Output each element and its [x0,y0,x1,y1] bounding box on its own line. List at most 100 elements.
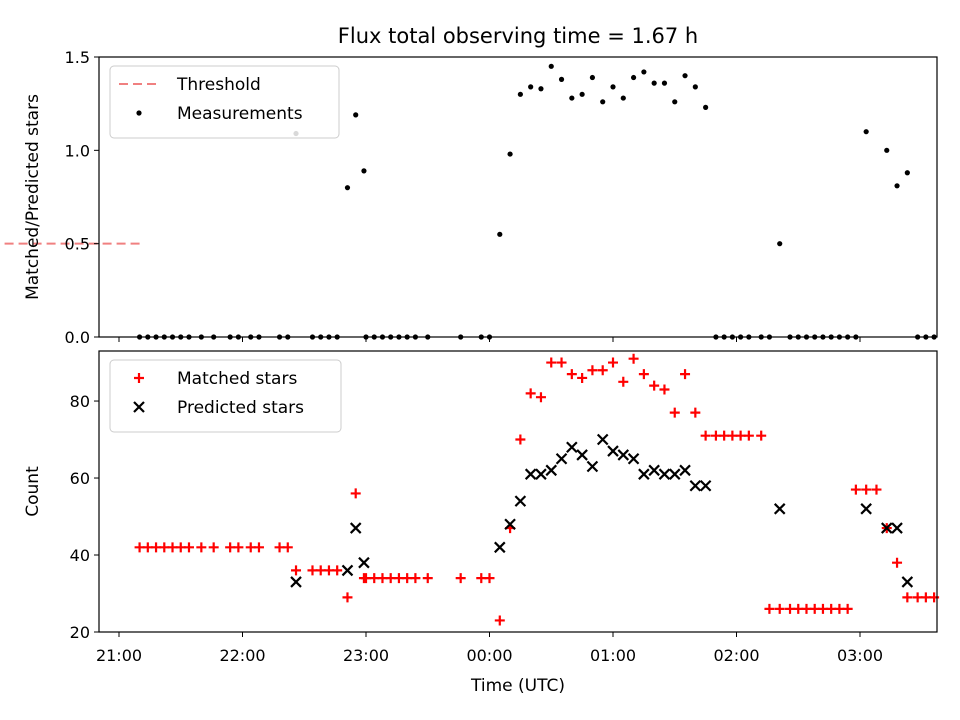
matched-stars-point [183,542,194,553]
matched-stars-point [628,353,639,364]
predicted-stars-point [891,522,903,534]
matched-stars-point [208,542,219,553]
measurement-point [538,86,544,92]
matched-stars-point [638,369,649,380]
measurement-point [579,91,585,97]
chart-title: Flux total observing time = 1.67 h [338,24,698,48]
y-tick-label: 80 [70,392,90,411]
matched-stars-point [618,376,629,387]
legend-box [109,65,340,139]
y-tick-label: 1.5 [65,48,90,67]
predicted-stars-point [349,522,362,534]
matched-stars-point [455,573,466,584]
x-tick-label: 23:00 [343,646,389,665]
matched-stars-point [332,565,343,576]
legend-entry-label: Matched stars [177,369,297,389]
matched-stars-point [861,484,872,495]
measurement-point [548,63,554,69]
predicted-stars-point [555,453,568,465]
matched-stars-point [253,542,264,553]
matched-stars-point [233,542,244,553]
y-tick-label: 40 [70,546,90,565]
axes-frame [98,56,938,338]
predicted-stars-point [535,468,547,480]
matched-stars-point [871,484,882,495]
measurement-point [630,74,637,81]
predicted-stars-point [358,556,370,569]
matched-stars-point [756,430,767,441]
x-tick-label: 02:00 [713,646,759,665]
measurement-point [904,170,910,176]
measurement-point [661,80,668,86]
matched-stars-point [422,573,433,584]
measurement-point [703,104,709,110]
matched-stars-point [525,388,536,399]
predicted-stars-point [679,464,691,477]
matched-stars-point [608,357,618,368]
measurement-point [641,69,647,75]
matched-stars-point [566,369,577,380]
measurement-point [528,84,534,90]
predicted-stars-point [586,460,599,473]
matched-stars-point [484,573,495,584]
predicted-stars-point [494,541,506,554]
measurement-point [517,91,523,97]
matched-stars-point [690,407,701,418]
matched-stars-point [535,392,546,403]
measurement-point [497,231,503,237]
measurement-point [507,151,513,157]
legend-entry-label: Predicted stars [177,398,304,418]
matched-stars-point [680,369,691,380]
matched-stars-point [892,557,903,568]
predicted-stars-point [290,576,302,588]
measurement-point [651,80,657,86]
y-axis-label: Count [23,466,43,517]
matched-stars-point [342,592,353,603]
predicted-stars-point [576,449,588,461]
x-tick-label: 22:00 [219,646,265,665]
matched-stars-point [597,365,608,376]
measurement-point [589,74,596,81]
x-tick-label: 03:00 [837,646,883,665]
predicted-stars-point [860,503,872,515]
x-tick-label: 01:00 [590,646,636,665]
matched-stars-point [291,565,302,576]
matched-stars-point [743,430,754,441]
matched-stars-point [196,542,207,553]
predicted-stars-point [514,495,527,507]
predicted-stars-point [648,464,660,477]
matched-stars-point [700,430,711,441]
predicted-stars-point [504,518,516,530]
measurement-point [569,95,575,101]
matched-stars-point [494,615,505,626]
matched-stars-point [515,434,526,445]
predicted-stars-point [596,433,609,446]
measurement-point [610,84,616,90]
measurement-point [620,95,626,101]
legend-entry-label: Threshold [176,75,261,95]
measurement-point [777,241,783,247]
measurement-point [353,112,359,118]
measurement-point [884,147,890,153]
bottom-panel: 20 40 60 80 21:00 22:00 23:00 00:00 01:00 02:00 03… [23,350,940,665]
matched-stars-point [350,488,361,499]
predicted-stars-point [638,468,650,480]
measurement-point [863,129,869,135]
predicted-stars-point [566,441,578,454]
predicted-stars-point [880,522,893,534]
measurement-point [682,73,688,79]
y-tick-label: 1.0 [65,141,90,160]
predicted-stars-point [627,453,640,465]
predicted-stars-point [689,479,702,492]
matched-stars-point [842,603,853,614]
matched-stars-point [659,384,670,395]
predicted-stars-point [607,445,619,457]
x-axis-label: Time (UTC) [470,676,565,696]
y-tick-label: 0.0 [65,328,90,347]
legend-predicted-swatch [133,401,145,413]
y-axis-label: Matched/Predicted stars [23,94,43,300]
matched-stars-point [410,573,421,584]
y-tick-label: 60 [70,469,90,488]
matched-stars-point [850,484,861,495]
